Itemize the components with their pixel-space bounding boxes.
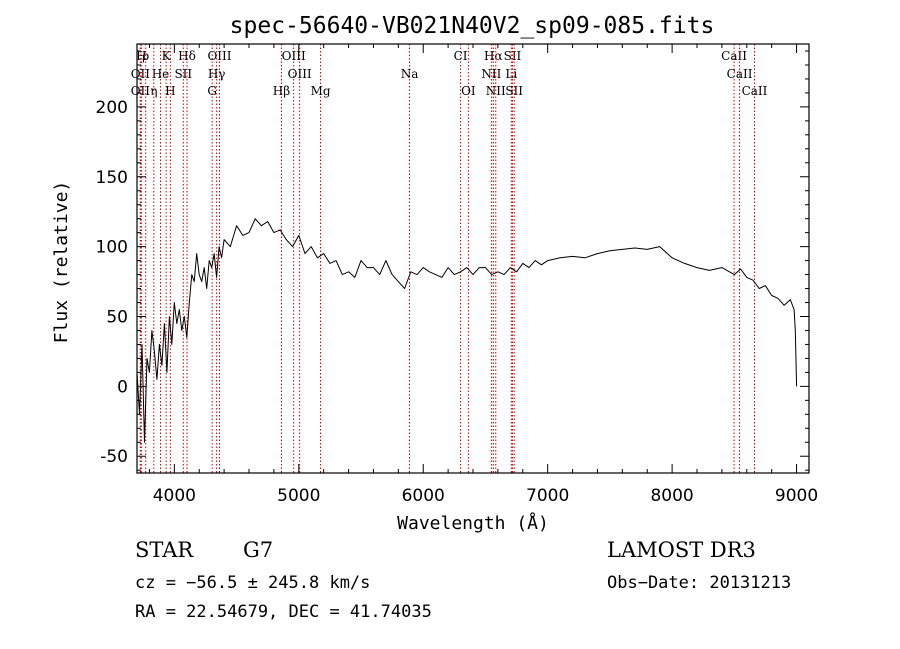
spectrum-series (136, 218, 798, 443)
line-marker-label: Hγ (208, 67, 226, 81)
axes: 4000 5000 6000 7000 8000 9000 -50 0 50 100 150 200 (96, 44, 818, 506)
line-marker-label: OII (131, 84, 151, 98)
line-marker-label: OIII (288, 67, 312, 81)
redshift-readout: cz = −56.5 ± 245.8 km/s (135, 573, 371, 593)
object-class: STAR (135, 538, 194, 562)
line-marker-label: Na (401, 67, 419, 81)
x-tick-label: 9000 (775, 486, 818, 506)
y-tick-label: 200 (96, 98, 128, 118)
line-marker-label: K (162, 49, 172, 63)
line-marker-label: G (207, 84, 217, 98)
survey-name: LAMOST DR3 (607, 538, 756, 562)
x-axis-label: Wavelength (Å) (397, 512, 549, 534)
x-tick-label: 7000 (526, 486, 569, 506)
line-marker-label: OIII (282, 49, 306, 63)
line-marker-label: CaII (721, 49, 747, 63)
line-marker-label: Mg (311, 84, 331, 98)
y-tick-label: 0 (117, 377, 128, 397)
coordinates: RA = 22.54679, DEC = 41.74035 (135, 602, 432, 622)
line-marker-label: SII (174, 67, 192, 81)
line-marker-label: CaII (742, 84, 768, 98)
x-tick-label: 6000 (402, 486, 445, 506)
line-marker-label: Hδ (178, 49, 196, 63)
line-marker-label: OIII (207, 49, 231, 63)
line-marker-label: NII (481, 67, 501, 81)
line-marker-label: He (152, 67, 170, 81)
x-tick-label: 8000 (650, 486, 693, 506)
line-marker-label: η (150, 84, 157, 98)
y-tick-label: 50 (106, 307, 128, 327)
line-marker-label: ρ (142, 49, 149, 63)
chart-title: spec-56640-VB021N40V2_sp09-085.fits (230, 13, 715, 39)
obs-date: Obs−Date: 20131213 (607, 573, 792, 593)
line-marker-label: OII (131, 67, 151, 81)
line-marker-label: NII (486, 84, 506, 98)
spectrum-layer (136, 218, 798, 443)
line-marker-label: OI (461, 84, 476, 98)
line-marker-label: SII (505, 84, 523, 98)
x-tick-label: 5000 (277, 486, 320, 506)
y-tick-label: 100 (96, 238, 128, 258)
y-tick-label: 150 (96, 168, 128, 188)
line-marker-label: Hα (484, 49, 503, 63)
y-axis-label: Flux (relative) (51, 181, 72, 344)
line-marker-label: CaII (727, 67, 753, 81)
line-marker-label: CI (454, 49, 468, 63)
line-marker-label: H (136, 49, 146, 63)
y-tick-label: -50 (100, 447, 128, 467)
line-marker-label: Hβ (273, 84, 290, 98)
plot-frame (136, 43, 810, 474)
line-marker-label: SII (504, 49, 522, 63)
line-marker-label: Li (505, 67, 517, 81)
x-tick-label: 4000 (153, 486, 196, 506)
object-subclass: G7 (243, 538, 274, 562)
line-marker-label: H (165, 84, 175, 98)
